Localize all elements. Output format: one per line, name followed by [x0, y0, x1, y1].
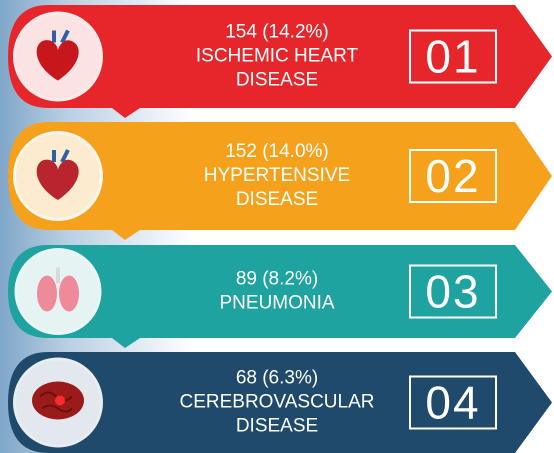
- row: 89 (8.2%) PNEUMONIA 03: [8, 245, 552, 348]
- label: DISEASE: [236, 189, 318, 210]
- rank: 02: [425, 150, 480, 202]
- rank: 04: [425, 377, 480, 429]
- stat: 89 (8.2%): [236, 269, 318, 290]
- trachea-icon: [56, 268, 60, 284]
- lung-icon: [37, 276, 57, 312]
- rank: 03: [425, 266, 480, 318]
- brain-spot: [55, 396, 65, 406]
- lung-icon: [59, 276, 79, 312]
- stat: 68 (6.3%): [236, 368, 318, 389]
- stat: 154 (14.2%): [225, 22, 329, 43]
- label: CEREBROVASCULAR: [180, 392, 375, 413]
- row: 68 (6.3%) CEREBROVASCULAR DISEASE 04: [8, 352, 552, 453]
- icon-bg: [18, 251, 99, 332]
- infographic: 154 (14.2%) ISCHEMIC HEART DISEASE 01 152 (1…: [0, 0, 554, 453]
- label: ISCHEMIC HEART: [196, 46, 359, 67]
- label: DISEASE: [236, 70, 318, 91]
- rows: 154 (14.2%) ISCHEMIC HEART DISEASE 01 152 (1…: [8, 5, 552, 453]
- label: PNEUMONIA: [219, 293, 334, 314]
- stat: 152 (14.0%): [225, 141, 329, 162]
- row: 154 (14.2%) ISCHEMIC HEART DISEASE 01: [8, 5, 552, 118]
- label: DISEASE: [236, 416, 318, 437]
- row: 152 (14.0%) HYPERTENSIVE DISEASE 02: [8, 122, 552, 240]
- label: HYPERTENSIVE: [204, 165, 350, 186]
- rank: 01: [425, 31, 480, 83]
